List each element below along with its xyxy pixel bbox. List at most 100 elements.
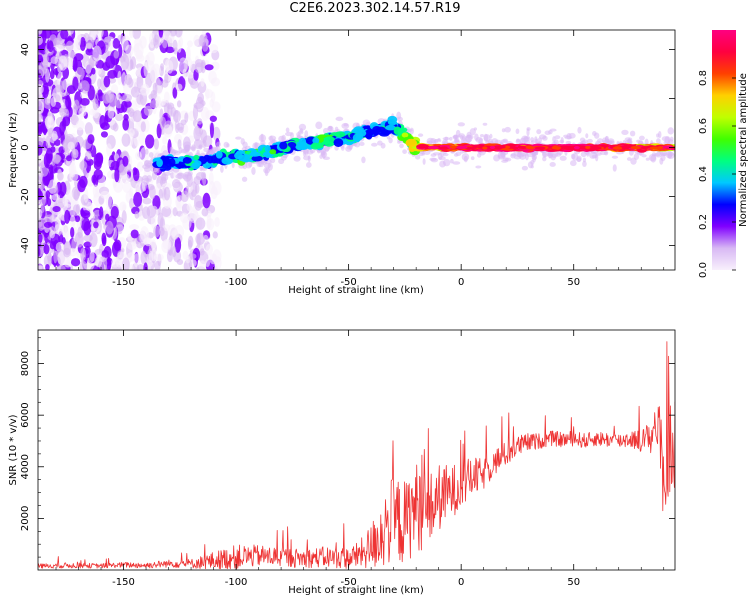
spectrogram-noise-blob (132, 168, 140, 182)
spectrogram-noise-blob (176, 100, 182, 108)
spectrogram-noise-blob (72, 76, 79, 92)
spectrogram-noise-blob (61, 237, 66, 245)
spectrogram-core-blob (640, 146, 649, 150)
spectrogram-halo-blob (361, 156, 366, 164)
spectrogram-noise-blob (107, 106, 115, 119)
spectrogram-noise-blob (38, 61, 47, 77)
spectrogram-noise-blob (124, 74, 132, 86)
spectrogram-halo-blob (430, 153, 437, 157)
spectrogram-noise-blob (135, 49, 143, 60)
spectrogram-noise-blob (161, 206, 172, 218)
spectrogram-noise-blob (107, 69, 118, 79)
spectrogram-halo-blob (536, 129, 542, 135)
spectrogram-core-blob (449, 145, 458, 149)
spectrogram-halo-blob (465, 134, 474, 140)
spectrogram-halo-blob (546, 152, 554, 157)
spectrogram-halo-blob (586, 138, 593, 144)
spectrogram-noise-blob (122, 204, 127, 211)
spectrogram-noise-blob (68, 161, 77, 178)
spectrogram-noise-blob (38, 265, 46, 270)
spectrogram-noise-blob (44, 115, 55, 128)
spectrogram-halo-blob (533, 152, 539, 156)
snr-panel: -150 -100 -50 0 50 2000 4000 6000 8000 Height of… (8, 329, 676, 596)
spectrogram-halo-blob (476, 152, 482, 158)
spectrogram-halo-blob (530, 164, 534, 169)
spectrogram-noise-blob (120, 100, 128, 113)
spectrogram-noise-blob (42, 30, 52, 39)
spectrogram-noise-blob (135, 151, 142, 161)
spectrogram-x-tick-label: 0 (458, 277, 464, 288)
spectrogram-halo-blob (439, 160, 446, 168)
spectrogram-halo-blob (426, 140, 433, 144)
spectrogram-halo-blob (187, 170, 193, 177)
spectrogram-noise-blob (174, 237, 182, 253)
spectrogram-noise-blob (186, 71, 195, 79)
spectrogram-noise-blob (83, 187, 89, 203)
spectrogram-halo-blob (437, 152, 443, 161)
spectrogram-noise-blob (105, 220, 114, 235)
spectrogram-halo-blob (516, 154, 525, 158)
spectrogram-halo-blob (315, 121, 323, 130)
spectrogram-noise-blob (73, 99, 80, 111)
spectrogram-noise-blob (122, 257, 130, 270)
spectrogram-noise-blob (209, 44, 219, 54)
spectrogram-noise-blob (89, 251, 95, 263)
spectrogram-noise-blob (105, 206, 111, 216)
spectrogram-panel: -150 -100 -50 0 50 40 20 0 -20 -40 Height of stra… (8, 29, 676, 296)
spectrogram-noise-blob (77, 179, 86, 193)
spectrogram-y-tick-label: 0 (20, 144, 31, 150)
spectrogram-noise-blob (172, 87, 178, 99)
spectrogram-halo-blob (627, 137, 631, 145)
snr-frame (37, 329, 676, 571)
spectrogram-halo-blob (473, 127, 478, 131)
spectrogram-halo-blob (241, 176, 248, 182)
spectrogram-halo-blob (359, 141, 365, 146)
spectrogram-y-tick-label: -40 (20, 237, 31, 253)
spectrogram-noise-blob (95, 67, 102, 75)
spectrogram-halo-blob (504, 126, 511, 133)
spectrogram-halo-blob (475, 165, 482, 169)
spectrogram-noise-blob (91, 174, 97, 184)
spectrogram-noise-blob (130, 86, 140, 98)
spectrogram-halo-blob (422, 158, 426, 165)
spectrogram-halo-blob (145, 148, 149, 155)
spectrogram-halo-blob (334, 126, 339, 133)
spectrogram-noise-blob (85, 158, 92, 174)
snr-x-tick-label: 0 (458, 577, 464, 588)
spectrogram-noise-blob (57, 172, 64, 181)
spectrogram-noise-blob (89, 232, 98, 248)
spectrogram-halo-blob (220, 165, 224, 173)
spectrogram-noise-blob (186, 203, 192, 212)
spectrogram-noise-blob (63, 247, 71, 258)
spectrogram-noise-blob (214, 256, 222, 270)
spectrogram-halo-blob (641, 154, 647, 158)
spectrogram-core-blob (620, 145, 629, 149)
spectrogram-noise-blob (49, 241, 57, 250)
spectrogram-noise-blob (121, 173, 130, 185)
spectrogram-noise-blob (162, 182, 172, 190)
spectrogram-noise-blob (141, 179, 147, 192)
colorbar-tick-label: 0.2 (698, 214, 709, 230)
spectrogram-ridge-blob (279, 141, 288, 150)
snr-series-line (38, 341, 675, 570)
spectrogram-halo-blob (542, 150, 547, 158)
spectrogram-core-blob (649, 146, 660, 150)
spectrogram-halo-blob (429, 157, 437, 162)
spectrogram-noise-blob (198, 260, 207, 270)
spectrogram-noise-blob (60, 30, 69, 40)
spectrogram-noise-blob (60, 224, 68, 236)
spectrogram-noise-blob (172, 39, 178, 51)
spectrogram-halo-blob (455, 129, 461, 138)
spectrogram-noise-blob (129, 223, 140, 231)
spectrogram-halo-blob (198, 144, 203, 150)
spectrogram-halo-blob (607, 140, 615, 145)
spectrogram-noise-blob (136, 264, 146, 270)
spectrogram-halo-blob (504, 157, 512, 162)
spectrogram-noise-blob (145, 134, 155, 149)
spectrogram-noise-blob (45, 135, 51, 149)
spectrogram-ridge-blob (182, 157, 192, 164)
spectrogram-halo-blob (667, 127, 674, 135)
spectrogram-noise-blob (57, 251, 66, 266)
spectrogram-halo-blob (626, 157, 632, 161)
spectrogram-halo-blob (162, 150, 169, 157)
